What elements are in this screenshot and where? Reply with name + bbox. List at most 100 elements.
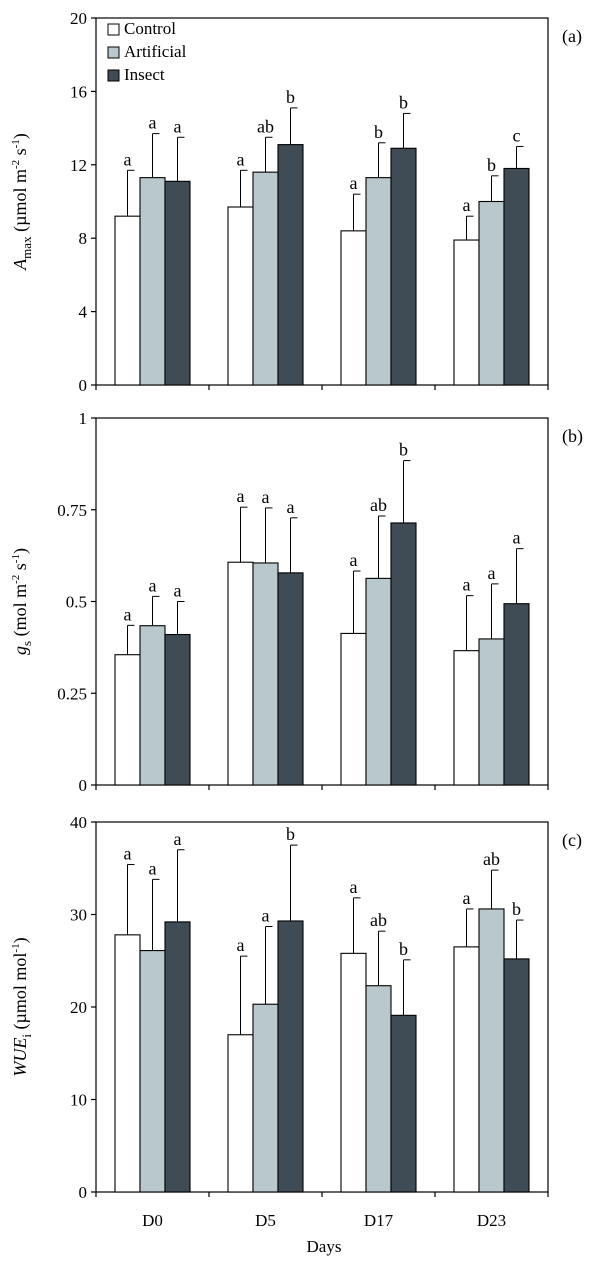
y-title-text: ) <box>10 133 31 139</box>
bar-control <box>227 1034 254 1193</box>
bar-insect <box>390 1014 417 1193</box>
y-tick-label: 20 <box>70 9 87 28</box>
bar-artificial <box>365 577 392 786</box>
y-axis-title: WUEi (µmol mol-1) <box>10 937 34 1076</box>
bar-control <box>114 215 141 386</box>
bar-artificial <box>139 177 166 386</box>
y-tick-label: 12 <box>70 156 87 175</box>
bar-insect <box>164 180 191 386</box>
y-title-main: A <box>10 258 30 271</box>
y-title-text: s <box>10 148 30 160</box>
significance-letter: a <box>174 116 182 136</box>
significance-letter: a <box>350 173 358 193</box>
y-title-exp: -1 <box>10 139 22 148</box>
y-tick-label: 0.75 <box>57 501 87 520</box>
significance-letter: a <box>149 113 157 133</box>
bar-artificial <box>478 200 505 386</box>
significance-letter: a <box>124 149 132 169</box>
significance-letter: ab <box>370 495 387 515</box>
bar-insect <box>390 147 417 386</box>
y-tick-label: 20 <box>70 998 87 1017</box>
y-tick-label: 1 <box>79 409 88 428</box>
bar-artificial <box>478 908 505 1193</box>
significance-letter: a <box>463 575 471 595</box>
bar-control <box>114 654 141 786</box>
significance-letter: a <box>237 149 245 169</box>
legend-item-artificial: Artificial <box>107 42 187 61</box>
significance-letter: a <box>463 888 471 908</box>
bar-artificial <box>365 177 392 386</box>
bar-control <box>227 561 254 786</box>
significance-letter: b <box>399 440 408 460</box>
significance-letter: a <box>287 497 295 517</box>
significance-letter: a <box>174 829 182 849</box>
y-title-exp: -1 <box>10 943 22 952</box>
legend-swatch-insect <box>107 69 120 82</box>
y-axis-title: gs (mol m-2 s-1) <box>10 548 34 655</box>
significance-letter: a <box>350 877 358 897</box>
bar-artificial <box>139 950 166 1193</box>
bar-insect <box>503 958 530 1193</box>
legend-item-insect: Insect <box>107 65 165 84</box>
significance-letter: a <box>149 858 157 878</box>
panel-label: (b) <box>562 426 583 447</box>
bar-artificial <box>252 171 279 386</box>
panel-label: (c) <box>562 830 582 851</box>
legend-label-insect: Insect <box>124 65 165 84</box>
y-tick-label: 8 <box>79 229 88 248</box>
significance-letter: b <box>286 824 295 844</box>
y-title-exp: -2 <box>10 575 22 584</box>
legend-label-control: Control <box>124 19 176 38</box>
legend-swatch-control <box>107 23 120 36</box>
bar-control <box>453 946 480 1193</box>
significance-letter: c <box>513 125 521 145</box>
significance-letter: b <box>399 939 408 959</box>
bar-insect <box>277 920 304 1193</box>
bar-insect <box>503 167 530 386</box>
bar-artificial <box>139 625 166 786</box>
significance-letter: a <box>350 550 358 570</box>
y-title-main: g <box>10 646 30 655</box>
y-title-exp: -2 <box>10 160 22 169</box>
bar-insect <box>503 603 530 786</box>
significance-letter: a <box>149 575 157 595</box>
legend-swatch-artificial <box>107 46 120 59</box>
significance-letter: ab <box>483 849 500 869</box>
y-title-text: (µmol mol <box>10 953 31 1034</box>
y-tick-label: 0.5 <box>66 593 87 612</box>
x-axis-title: Days <box>307 1237 342 1256</box>
y-title-text: ) <box>10 937 31 943</box>
y-title-sub: max <box>19 236 34 259</box>
bar-control <box>340 632 367 786</box>
bar-artificial <box>478 638 505 786</box>
y-tick-label: 0.25 <box>57 684 87 703</box>
significance-letter: a <box>463 195 471 215</box>
legend-label-artificial: Artificial <box>124 42 187 61</box>
significance-letter: a <box>262 906 270 926</box>
bar-control <box>114 934 141 1193</box>
legend: Control Artificial Insect <box>107 19 187 84</box>
y-title-text: ) <box>10 548 31 554</box>
bar-control <box>340 230 367 386</box>
y-title-text: (mol m <box>10 584 31 641</box>
significance-letter: b <box>512 899 521 919</box>
bar-control <box>227 206 254 386</box>
x-tick-label: D17 <box>364 1211 394 1230</box>
y-title-text: s <box>10 563 30 575</box>
y-tick-label: 30 <box>70 906 87 925</box>
x-tick-label: D0 <box>142 1211 163 1230</box>
y-title-sub: s <box>19 641 34 646</box>
bar-insect <box>277 572 304 786</box>
y-axis-title: Amax (µmol m-2 s-1) <box>10 133 34 271</box>
y-tick-label: 10 <box>70 1091 87 1110</box>
y-tick-label: 0 <box>79 1183 88 1202</box>
significance-letter: b <box>374 122 383 142</box>
bar-artificial <box>252 562 279 786</box>
y-title-exp: -1 <box>10 554 22 563</box>
y-title-main: WUE <box>10 1038 30 1077</box>
significance-letter: b <box>399 92 408 112</box>
